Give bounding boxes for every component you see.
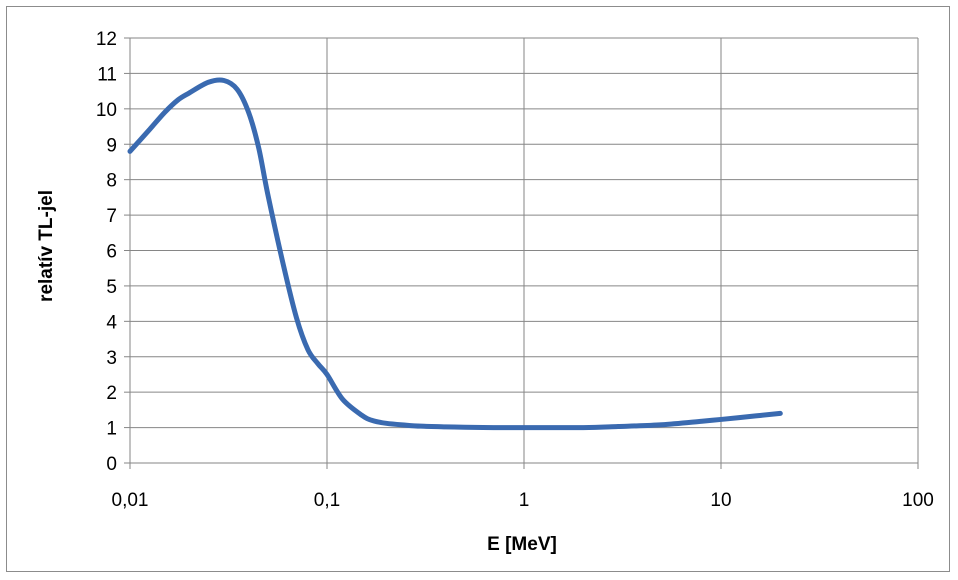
x-tick-label: 10 [710,490,731,511]
series-layer [127,77,783,431]
x-axis-title: E [MeV] [487,534,557,555]
y-tick-label: 0 [106,454,117,475]
y-tick-label: 9 [106,135,117,156]
x-tick-label: 1 [519,490,530,511]
y-tick-label: 2 [106,383,117,404]
x-tick-label: 0,01 [112,490,149,511]
y-tick-label: 5 [106,277,117,298]
chart-frame [6,6,950,572]
series-line [127,77,783,431]
x-tick-labels: 0,01 0,1 1 10 100 [112,490,934,511]
y-tick-label: 11 [97,64,117,85]
y-tick-label: 7 [106,206,117,227]
axes [124,37,919,469]
y-tick-label: 6 [106,242,117,263]
y-tick-label: 3 [106,348,117,369]
y-tick-label: 10 [96,100,117,121]
x-tick-label: 100 [902,490,934,511]
y-tick-label: 8 [106,171,117,192]
x-tick-label: 0,1 [314,490,340,511]
y-axis-title: relatív TL-jel [36,190,57,302]
gridlines [130,37,919,463]
y-tick-label: 4 [106,312,117,333]
y-tick-label: 12 [96,29,117,50]
y-tick-label: 1 [106,419,117,440]
